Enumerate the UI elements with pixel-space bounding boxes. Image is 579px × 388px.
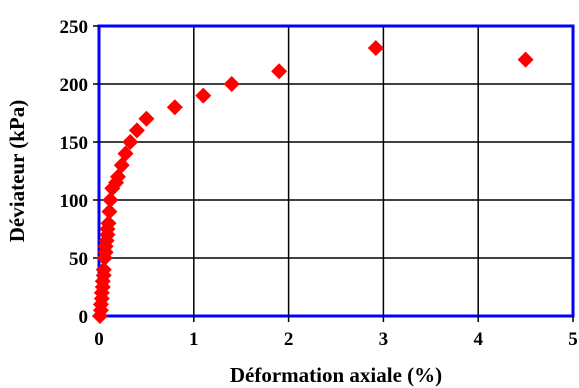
data-point-diamond [223,76,240,92]
data-point-diamond [166,99,183,116]
y-tick-label: 50 [69,249,88,270]
y-tick-labels: 0 50 100 150 200 250 [60,17,99,328]
plot-frame [97,24,575,318]
y-tick-label: 150 [60,133,89,154]
x-tick-label: 5 [568,329,578,350]
data-point-diamond [101,203,118,220]
x-tick-labels: 0 1 2 3 4 5 [94,316,578,350]
x-tick-label: 4 [473,329,483,350]
data-point-diamond [128,122,145,139]
y-tick-label: 100 [60,191,89,212]
data-point-diamond [138,110,155,127]
data-point-diamond [117,145,134,162]
data-point-diamond [517,51,534,68]
data-point-diamond [271,63,288,80]
data-point-diamond [100,215,117,232]
data-points [91,40,534,324]
x-tick-label: 2 [284,329,294,350]
data-point-diamond [102,192,119,208]
data-point-diamond [367,40,384,57]
x-tick-label: 0 [94,329,104,350]
data-point-diamond [95,261,112,278]
x-tick-label: 1 [189,329,199,350]
grid-lines [99,26,573,316]
y-tick-label: 200 [60,75,89,96]
data-point-diamond [195,87,212,104]
y-axis-title: Déviateur (kPa) [5,100,29,243]
data-point-diamond [122,134,139,150]
y-tick-label: 250 [60,17,89,38]
y-tick-label: 0 [79,307,89,328]
x-tick-label: 3 [379,329,389,350]
x-axis-title: Déformation axiale (%) [230,363,442,387]
